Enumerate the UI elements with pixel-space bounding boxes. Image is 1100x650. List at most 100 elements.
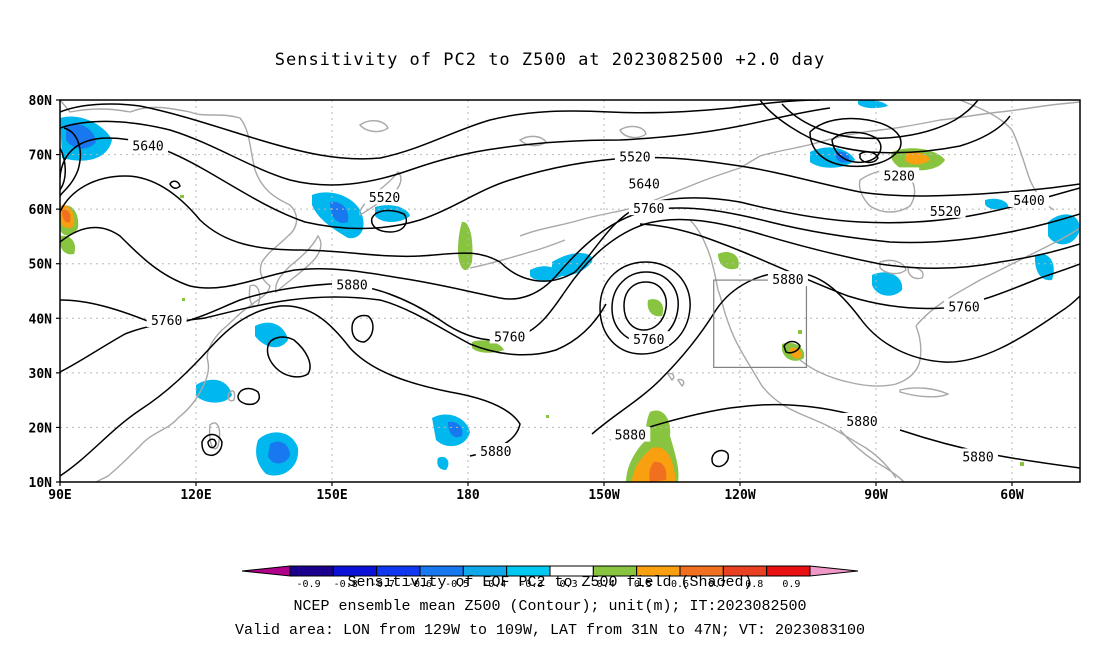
contour-label-bg [958, 448, 998, 464]
colorbar-label: 0.4 [597, 579, 615, 590]
coastline-islands [358, 120, 647, 147]
contour-label: 5760 [948, 300, 979, 315]
shade-core [66, 123, 96, 149]
colorbar-label: 0.8 [745, 579, 763, 590]
coastlines [60, 100, 1080, 482]
shade-patch [858, 100, 888, 109]
lat-label: 30N [29, 367, 53, 382]
contour-label: 5880 [962, 450, 993, 465]
contour-label-bg [475, 442, 516, 458]
shade-patch [647, 299, 664, 317]
contour-line [60, 107, 831, 186]
shade-core [448, 421, 463, 438]
shade-patch [458, 221, 473, 271]
coastline-us-west [717, 289, 897, 479]
contour-label: 5640 [629, 178, 660, 193]
contour-line [60, 218, 1080, 341]
contour-line [859, 151, 879, 164]
colorbar-label: 0.5 [634, 579, 652, 590]
lon-label: 120E [180, 488, 211, 503]
lon-label: 90E [48, 488, 71, 503]
lon-label: 60W [1000, 488, 1024, 503]
shade-core [649, 461, 667, 482]
colorbar-label: -0.3 [519, 579, 543, 590]
contour-label-bg [628, 331, 669, 347]
contour-label-bg [879, 167, 920, 183]
shade-speck [546, 415, 549, 418]
shade-patch [718, 251, 739, 270]
coastline-hawaii [666, 372, 685, 388]
contour-label: 5280 [884, 169, 915, 184]
coastline-alaska [519, 101, 1080, 237]
shade-speck [1020, 462, 1024, 466]
coastline-taiwan [227, 390, 236, 402]
contour-line [591, 271, 1080, 435]
shade-deep-blue-cores [66, 123, 850, 464]
colorbar-arrow-right [809, 565, 859, 577]
shade-patch [472, 340, 504, 353]
contour-line [60, 305, 521, 477]
shade-patch [255, 322, 288, 348]
lon-label: 90W [864, 488, 888, 503]
coastline-gulf [799, 325, 922, 387]
shade-orange-patches [60, 152, 930, 482]
contour-label-bg [842, 412, 883, 428]
shade-patch [1034, 253, 1054, 281]
valid-area-box [713, 279, 808, 369]
contour-line [60, 147, 66, 191]
contour-label-bg [925, 202, 966, 218]
lat-label: 20N [29, 421, 53, 436]
contour-label: 5880 [615, 429, 646, 444]
caption-contour: NCEP ensemble mean Z500 (Contour); unit(… [293, 598, 807, 615]
graticule [60, 100, 1080, 482]
shade-speck [798, 330, 802, 334]
contour-label: 5760 [633, 333, 664, 348]
colorbar: -0.9 -0.8 -0.7 -0.6 -0.5 -0.4 -0.3 0.3 0.4 0.5 0.6… [241, 565, 859, 590]
lat-label: 50N [29, 258, 53, 273]
contour-label: 5760 [494, 330, 525, 345]
contour-line [370, 209, 408, 233]
contour-label: 5640 [132, 139, 163, 154]
shade-patch [552, 252, 593, 277]
shade-core [268, 441, 290, 464]
shade-patch [1048, 214, 1080, 245]
contour-label: 5880 [480, 445, 511, 460]
coastline-us-east [915, 227, 1080, 327]
contour-label-bg [364, 189, 405, 205]
contour-label-bg [767, 271, 808, 287]
plot-frame [59, 99, 1081, 483]
contour-label: 5880 [336, 279, 367, 294]
shade-blue-patches [60, 100, 1080, 476]
colorbar-label: 0.6 [671, 579, 689, 590]
coastline-cuba [899, 387, 950, 398]
contour-line [207, 438, 217, 449]
colorbar-label: -0.7 [371, 579, 395, 590]
longitude-axis: 90E 120E 150E 180 150W 120W 90W 60W [48, 482, 1024, 503]
lon-label: 120W [724, 488, 755, 503]
contour-line [60, 100, 821, 160]
shade-patch [905, 152, 930, 165]
shade-core [62, 209, 71, 223]
colorbar-label: -0.9 [297, 579, 321, 590]
contour-labels: 5640 5520 5520 5640 5760 5280 5520 5400 5880 5760… [128, 137, 1049, 465]
coastline-asia [60, 100, 298, 482]
contour-line [201, 433, 223, 456]
shade-green-specks [180, 195, 1024, 466]
lon-label: 180 [456, 488, 480, 503]
shade-patch [790, 347, 802, 359]
colorbar-label: -0.8 [334, 579, 358, 590]
contour-label: 5520 [930, 205, 961, 220]
contour-line [266, 336, 311, 378]
shade-patch [985, 198, 1009, 210]
shade-core [330, 201, 349, 224]
contour-label-bg [128, 137, 169, 153]
contour-label: 5520 [619, 150, 650, 165]
contour-line [237, 387, 260, 406]
colorbar-label: -0.4 [482, 579, 506, 590]
sensitivity-shading [60, 100, 1080, 482]
colorbar-label: -0.5 [445, 579, 469, 590]
coastline-bc [689, 219, 719, 291]
contour-label-bg [1009, 191, 1049, 207]
